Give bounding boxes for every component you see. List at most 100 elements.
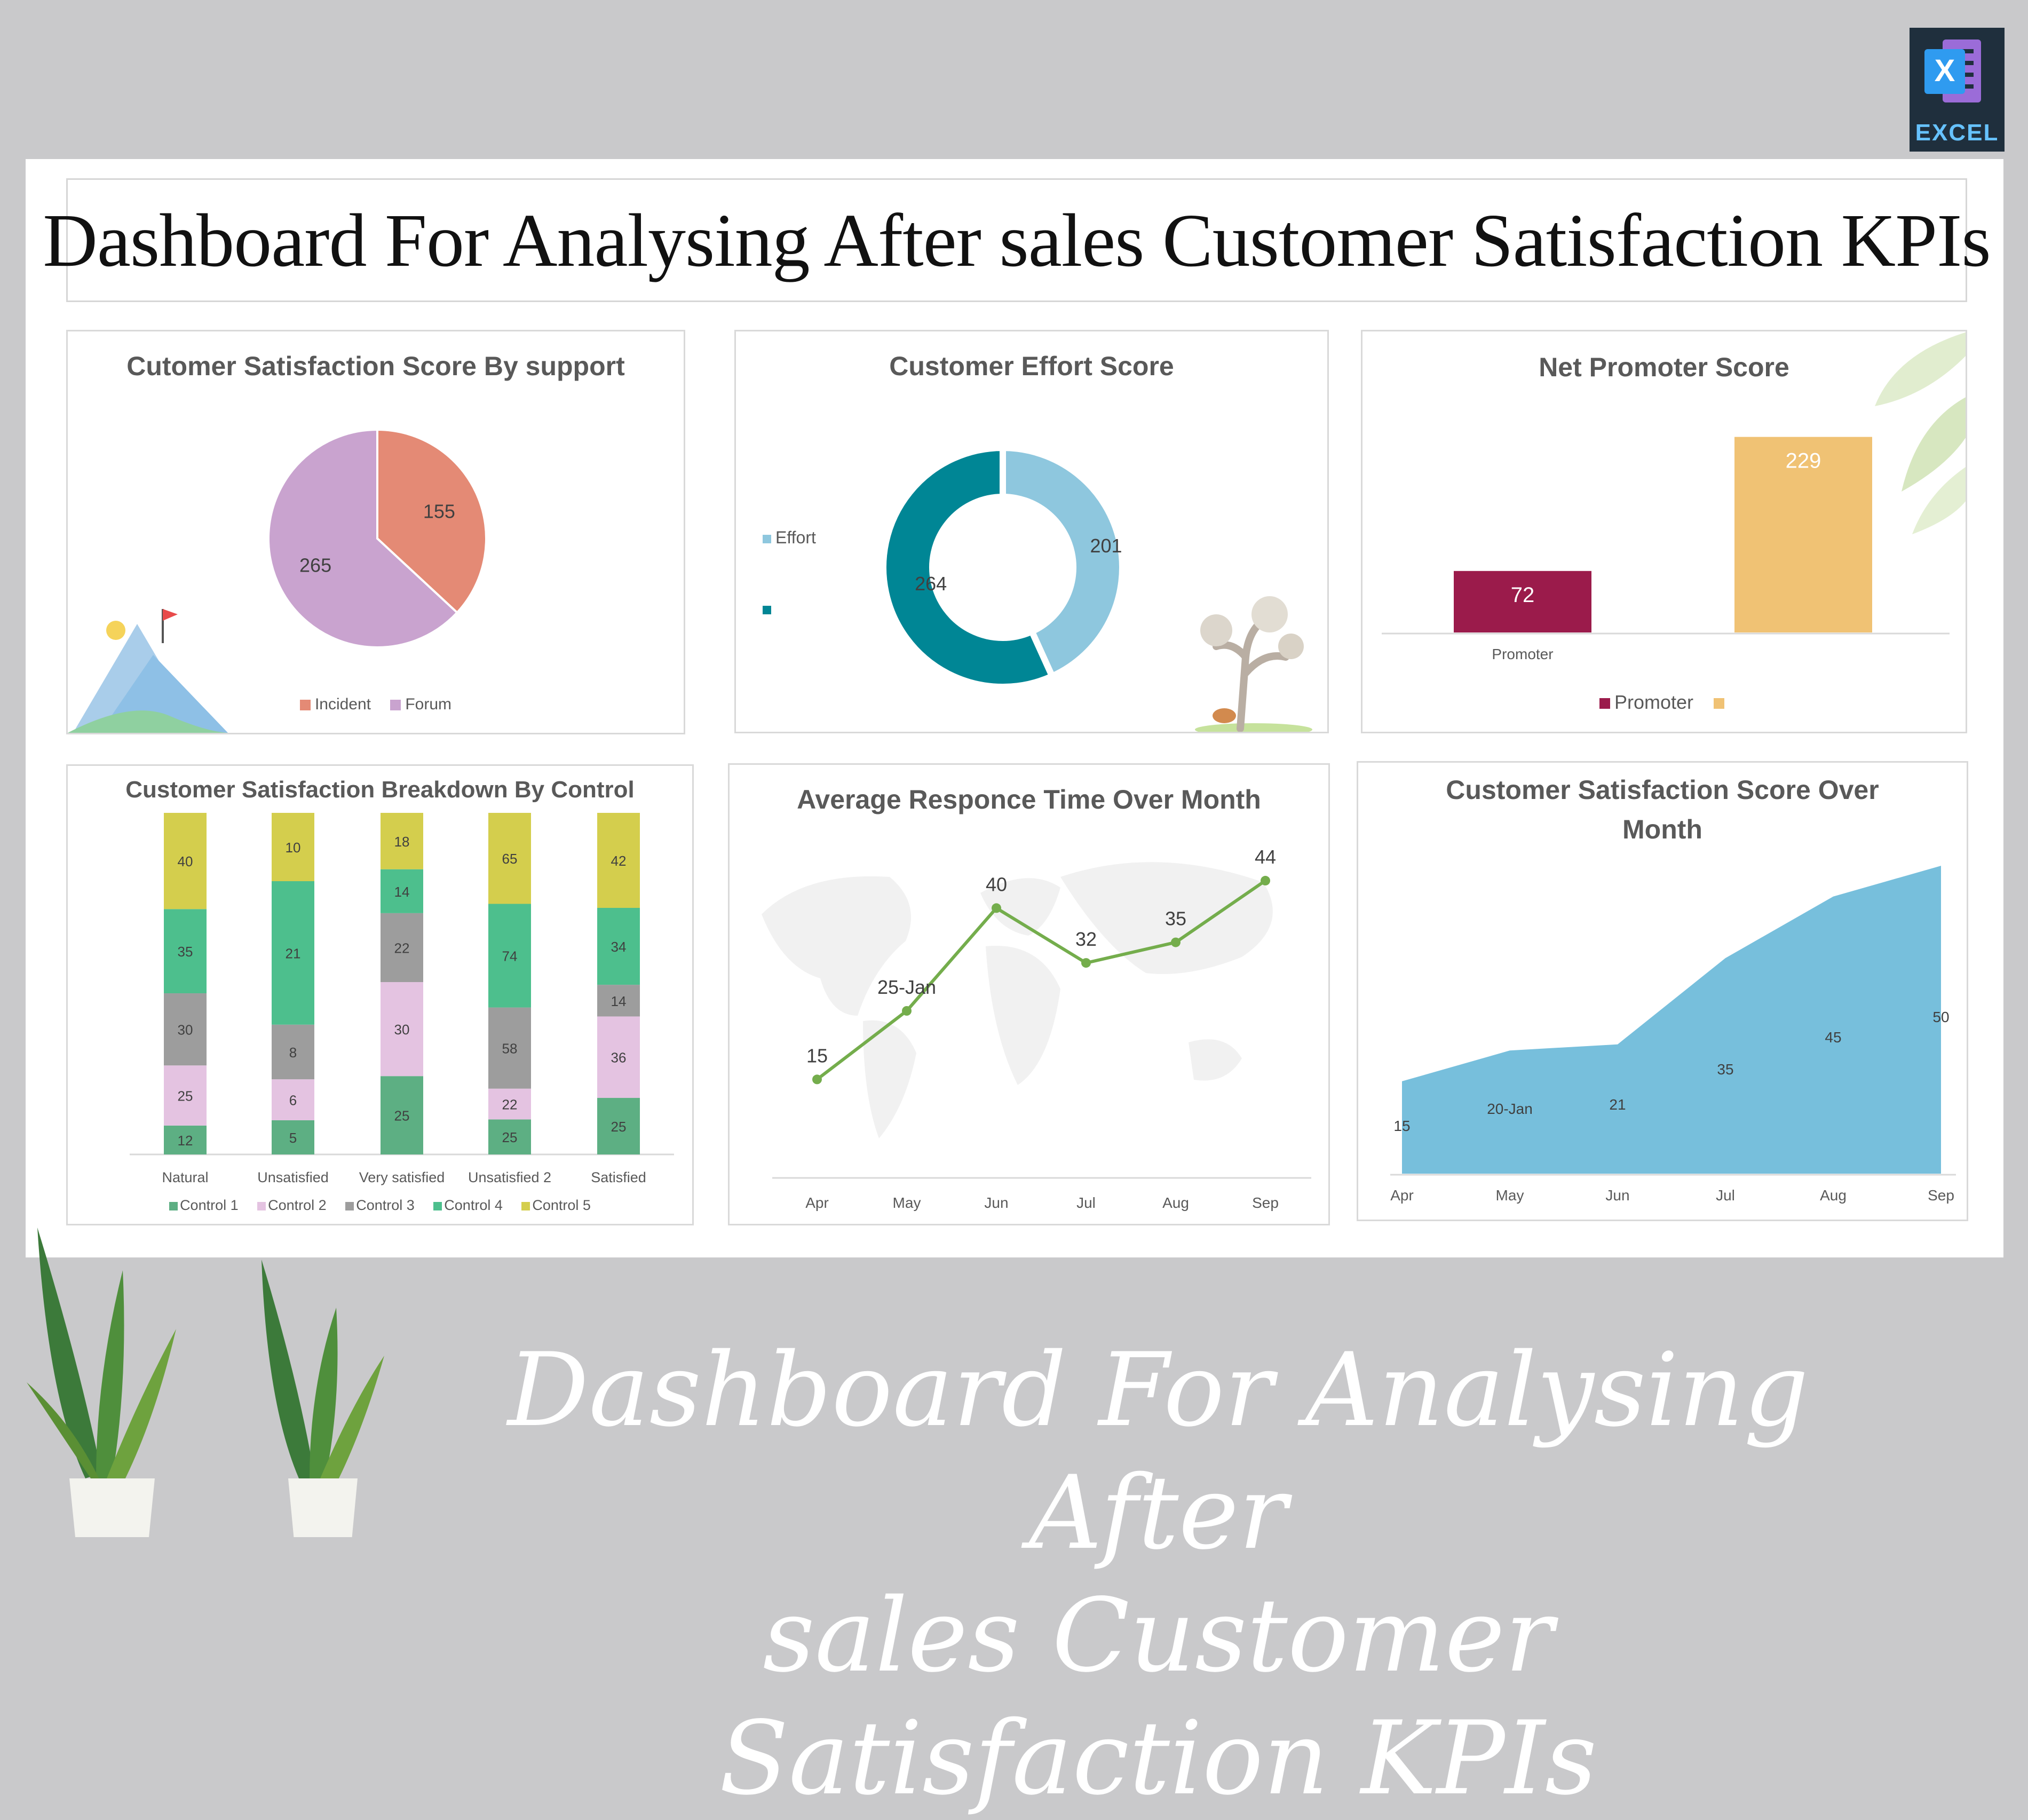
line-category-4: Aug <box>1162 1194 1189 1211</box>
line-category-5: Sep <box>1252 1194 1279 1211</box>
pie-legend: Incident Forum <box>68 695 684 714</box>
pie-label-1: 265 <box>299 555 331 576</box>
pie-label-0: 155 <box>423 500 455 522</box>
leaf-illustration <box>1875 332 1966 534</box>
stacked-svg: 12 25 30 35 40 Natural 5 6 8 21 10 Unsatisfied 25 30 2… <box>130 813 674 1185</box>
stack-seg-3-1 <box>488 1088 531 1120</box>
area-label-3: 35 <box>1717 1061 1733 1078</box>
line-label-5: 44 <box>1255 846 1276 868</box>
donut-label-0: 201 <box>1090 535 1122 557</box>
tree-illustration <box>1195 596 1312 732</box>
legend-incident: Incident <box>299 695 371 714</box>
pie-title: Cutomer Satisfaction Score By support <box>126 351 625 381</box>
area-category-2: Jun <box>1605 1187 1629 1204</box>
plants-illustration <box>27 1228 384 1537</box>
donut-label-1: 264 <box>915 573 947 595</box>
stack-label-0-2: 30 <box>178 1022 193 1038</box>
area-title-2: Month <box>1622 814 1702 844</box>
stack-label-4-3: 34 <box>611 939 627 955</box>
nps-svg: 72 Promoter 229 <box>1382 332 1966 662</box>
stack-seg-0-2 <box>164 993 207 1066</box>
dashboard-title: Dashboard For Analysing After sales Cust… <box>43 198 1991 282</box>
nps-category-0: Promoter <box>1492 646 1553 662</box>
stack-seg-3-0 <box>488 1119 531 1154</box>
pie-svg: 155 265 <box>68 428 487 733</box>
line-point-3 <box>1081 958 1091 968</box>
nps-bar-1 <box>1734 437 1872 632</box>
stack-seg-2-4 <box>381 813 423 869</box>
excel-badge: X EXCEL <box>1910 28 2005 152</box>
stack-label-3-0: 25 <box>502 1129 518 1145</box>
stack-label-3-2: 58 <box>502 1041 518 1057</box>
stack-label-1-4: 10 <box>286 840 301 856</box>
pie-slice-incident <box>376 428 487 614</box>
title-box: Dashboard For Analysing After sales Cust… <box>43 178 1991 302</box>
line-title: Average Responce Time Over Month <box>797 785 1261 814</box>
nps-panel: Net Promoter Score 72 Promoter 229 Promote… <box>1361 330 1967 733</box>
donut-legend: Effort <box>763 528 816 619</box>
area-panel: Customer Satisfaction Score Over Month 1… <box>1357 761 1968 1221</box>
line-label-1: 25-Jan <box>877 976 936 998</box>
stack-seg-3-2 <box>488 1007 531 1089</box>
stack-seg-0-4 <box>164 813 207 909</box>
legend-promoter-2 <box>1714 691 1729 714</box>
mountain-illustration <box>68 609 228 733</box>
area-category-0: Apr <box>1390 1187 1414 1204</box>
plant-left <box>27 1228 176 1537</box>
legend-forum: Forum <box>390 695 451 714</box>
area-category-1: May <box>1496 1187 1524 1204</box>
area-svg: 15 Apr 20-Jan May 21 Jun 35 Jul 45 Aug 50 Sep <box>1390 866 1956 1204</box>
donut-slice-0 <box>1000 444 1126 680</box>
stack-label-2-2: 22 <box>394 940 410 956</box>
stack-label-3-3: 74 <box>502 948 518 964</box>
stack-label-3-4: 65 <box>502 851 518 867</box>
donut-svg: 201 264 <box>880 444 1312 732</box>
stack-category-2: Very satisfied <box>359 1169 445 1185</box>
line-category-2: Jun <box>984 1194 1008 1211</box>
plant-right <box>262 1260 384 1537</box>
stack-seg-2-3 <box>381 869 423 913</box>
stack-seg-1-3 <box>272 881 314 1025</box>
stack-seg-0-0 <box>164 1125 207 1154</box>
world-map-illustration <box>762 862 1273 1138</box>
area-series <box>1402 866 1941 1174</box>
stacked-panel: Customer Satisfaction Breakdown By Contr… <box>66 764 694 1225</box>
area-label-5: 50 <box>1932 1009 1949 1025</box>
donut-slice-1 <box>880 444 1057 690</box>
excel-icon: X <box>1924 39 1981 102</box>
stack-category-4: Satisfied <box>591 1169 646 1185</box>
stack-label-1-0: 5 <box>289 1130 297 1146</box>
stack-label-0-3: 35 <box>178 944 193 960</box>
stack-seg-4-1 <box>597 1016 640 1098</box>
line-label-0: 15 <box>806 1044 828 1066</box>
line-svg: 15 Apr 25-Jan May 40 Jun 32 Jul 35 Aug 44 Sep <box>762 846 1311 1211</box>
legend-control-1: Control 1 <box>169 1197 239 1214</box>
area-category-3: Jul <box>1716 1187 1735 1204</box>
excel-letter: X <box>1935 53 1955 88</box>
nps-value-1: 229 <box>1786 449 1821 473</box>
stack-label-2-3: 14 <box>394 884 410 900</box>
stack-seg-2-1 <box>381 982 423 1077</box>
pie-panel: Cutomer Satisfaction Score By support 15… <box>66 330 685 734</box>
stack-label-1-2: 8 <box>289 1044 297 1061</box>
stack-seg-1-2 <box>272 1024 314 1080</box>
stack-label-1-3: 21 <box>286 945 301 961</box>
stacked-title: Customer Satisfaction Breakdown By Contr… <box>125 777 635 803</box>
line-category-0: Apr <box>805 1194 829 1211</box>
line-label-2: 40 <box>986 873 1007 895</box>
area-label-0: 15 <box>1393 1118 1410 1134</box>
stack-label-4-2: 14 <box>611 993 627 1009</box>
stack-seg-1-4 <box>272 813 314 881</box>
stack-label-4-4: 42 <box>611 853 627 869</box>
stack-label-2-0: 25 <box>394 1108 410 1124</box>
stack-seg-1-1 <box>272 1079 314 1120</box>
area-title-1: Customer Satisfaction Score Over <box>1446 775 1879 805</box>
stack-label-0-0: 12 <box>178 1133 193 1149</box>
stack-category-3: Unsatisfied 2 <box>468 1169 551 1185</box>
area-label-4: 45 <box>1825 1029 1841 1046</box>
stack-label-4-1: 36 <box>611 1050 627 1066</box>
stack-category-0: Natural <box>162 1169 208 1185</box>
line-point-2 <box>992 903 1001 913</box>
area-category-5: Sep <box>1928 1187 1954 1204</box>
stack-label-0-4: 40 <box>178 853 193 869</box>
